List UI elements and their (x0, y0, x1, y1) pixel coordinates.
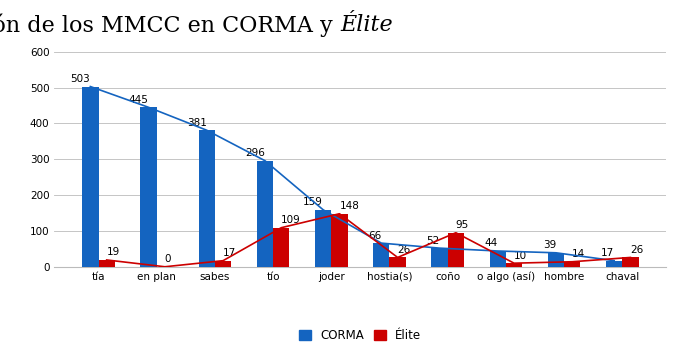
Text: 52: 52 (426, 236, 439, 246)
Bar (490, 251, 506, 267)
Bar (273, 228, 290, 267)
Text: 19: 19 (107, 248, 120, 258)
Text: 95: 95 (456, 220, 469, 230)
Bar (199, 130, 215, 267)
Bar (373, 243, 390, 267)
Text: Comparación de los MMCC en CORMA y: Comparación de los MMCC en CORMA y (0, 14, 340, 37)
Bar (564, 262, 581, 267)
Bar (506, 263, 522, 267)
Bar (257, 161, 273, 267)
Text: 17: 17 (223, 248, 237, 258)
Text: 109: 109 (282, 215, 301, 225)
Text: 66: 66 (368, 231, 381, 241)
Bar (622, 258, 639, 267)
Text: 381: 381 (187, 118, 207, 128)
Bar (99, 260, 115, 267)
Text: 39: 39 (543, 240, 556, 250)
Bar (82, 87, 99, 267)
Text: 296: 296 (245, 148, 265, 158)
Text: 503: 503 (71, 74, 90, 84)
Bar (390, 258, 406, 267)
Text: 159: 159 (303, 197, 323, 207)
Text: 26: 26 (398, 245, 411, 255)
Text: Élite: Élite (340, 14, 392, 36)
Bar (431, 248, 447, 267)
Text: 445: 445 (129, 95, 148, 105)
Text: 26: 26 (630, 245, 644, 255)
Text: 148: 148 (339, 201, 359, 211)
Bar (215, 261, 231, 267)
Text: 44: 44 (484, 238, 498, 249)
Bar (315, 210, 331, 267)
Bar (331, 214, 347, 267)
Text: 14: 14 (573, 249, 585, 259)
Bar (447, 233, 464, 267)
Bar (606, 261, 622, 267)
Text: 17: 17 (601, 248, 614, 258)
Bar (548, 253, 564, 267)
Bar (140, 107, 156, 267)
Text: 10: 10 (514, 251, 527, 261)
Legend: CORMA, Élite: CORMA, Élite (294, 324, 426, 342)
Text: 0: 0 (165, 254, 171, 264)
